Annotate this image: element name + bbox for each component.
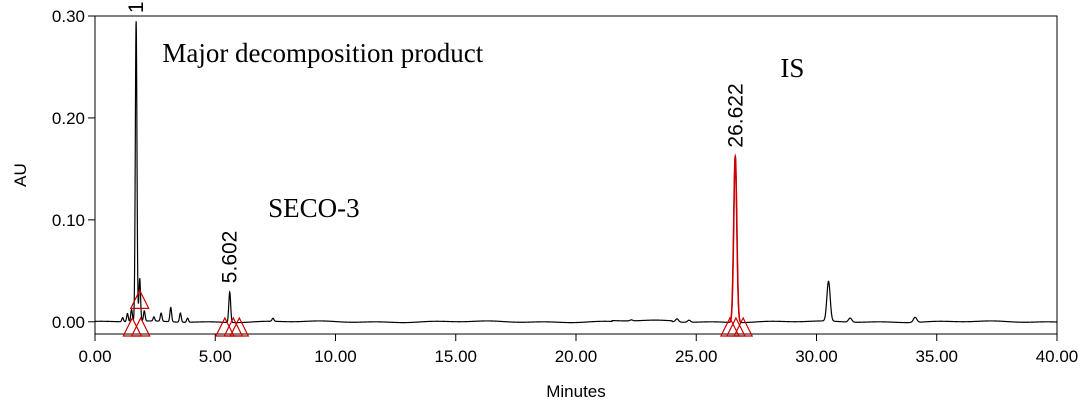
compound-annotation: SECO-3 bbox=[268, 193, 360, 223]
integration-markers bbox=[122, 289, 754, 337]
peak-rt-label: 26.622 bbox=[724, 83, 747, 147]
integration-marker bbox=[733, 316, 754, 337]
integration-marker bbox=[229, 316, 250, 337]
x-tick-label: 30.00 bbox=[795, 347, 838, 366]
compound-annotation: Major decomposition product bbox=[162, 38, 483, 68]
x-axis: 0.00 5.00 10.00 15.00 20.00 25.00 30.00 35.00 40… bbox=[78, 334, 1078, 366]
annotations: Major decomposition product SECO-3 IS bbox=[162, 38, 804, 223]
x-tick-label: 10.00 bbox=[314, 347, 357, 366]
integration-marker bbox=[130, 316, 151, 337]
y-tick-label: 0.20 bbox=[52, 109, 85, 128]
y-tick-label: 0.30 bbox=[52, 7, 85, 26]
x-tick-label: 20.00 bbox=[555, 347, 598, 366]
x-tick-label: 15.00 bbox=[434, 347, 477, 366]
peak-rt-label: 5.602 bbox=[219, 231, 242, 284]
x-tick-label: 5.00 bbox=[199, 347, 232, 366]
chromatogram-trace bbox=[94, 21, 1058, 324]
y-axis: 0.00 0.10 0.20 0.30 bbox=[52, 7, 95, 332]
chromatogram-line bbox=[94, 21, 1058, 324]
peak-labels: 1.710 5.602 26.622 bbox=[125, 0, 747, 283]
x-tick-label: 40.00 bbox=[1036, 347, 1079, 366]
y-tick-label: 0.10 bbox=[52, 211, 85, 230]
peak-rt-label: 1.710 bbox=[125, 0, 148, 13]
y-axis-title: AU bbox=[11, 163, 30, 187]
integration-marker bbox=[129, 289, 150, 309]
highlighted-peak-line bbox=[729, 153, 742, 324]
y-tick-label: 0.00 bbox=[52, 313, 85, 332]
x-axis-title: Minutes bbox=[546, 382, 606, 401]
compound-annotation: IS bbox=[780, 53, 804, 83]
x-tick-label: 25.00 bbox=[675, 347, 718, 366]
x-tick-label: 0.00 bbox=[78, 347, 111, 366]
x-tick-label: 35.00 bbox=[915, 347, 958, 366]
